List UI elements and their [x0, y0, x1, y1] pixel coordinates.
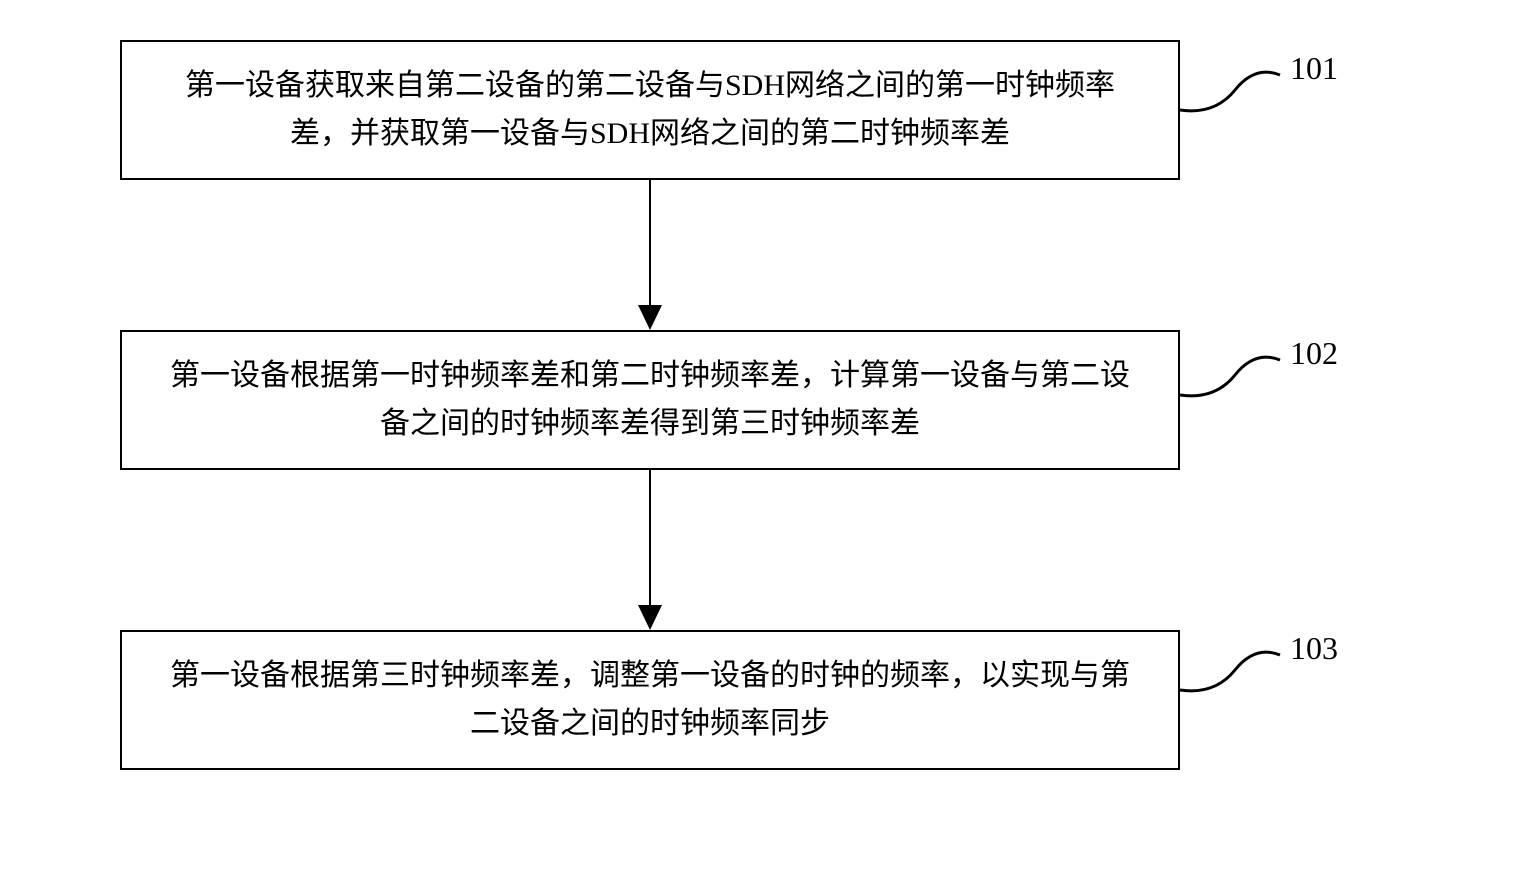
flow-step-2: 第一设备根据第一时钟频率差和第二时钟频率差，计算第一设备与第二设备之间的时钟频率…: [120, 330, 1180, 470]
flowchart-container: 第一设备获取来自第二设备的第二设备与SDH网络之间的第一时钟频率差，并获取第一设…: [0, 0, 1528, 880]
flow-step-1: 第一设备获取来自第二设备的第二设备与SDH网络之间的第一时钟频率差，并获取第一设…: [120, 40, 1180, 180]
arrow-2-to-3: [630, 470, 670, 632]
flow-step-1-text: 第一设备获取来自第二设备的第二设备与SDH网络之间的第一时钟频率差，并获取第一设…: [162, 62, 1138, 158]
arrow-1-to-2: [630, 180, 670, 332]
step-label-2: 102: [1290, 335, 1338, 372]
step-label-1: 101: [1290, 50, 1338, 87]
step-label-3: 103: [1290, 630, 1338, 667]
flow-step-2-text: 第一设备根据第一时钟频率差和第二时钟频率差，计算第一设备与第二设备之间的时钟频率…: [162, 352, 1138, 448]
connector-curve-3: [1180, 635, 1290, 705]
connector-curve-1: [1180, 55, 1290, 125]
connector-curve-2: [1180, 340, 1290, 410]
flow-step-3-text: 第一设备根据第三时钟频率差，调整第一设备的时钟的频率，以实现与第二设备之间的时钟…: [162, 652, 1138, 748]
flow-step-3: 第一设备根据第三时钟频率差，调整第一设备的时钟的频率，以实现与第二设备之间的时钟…: [120, 630, 1180, 770]
